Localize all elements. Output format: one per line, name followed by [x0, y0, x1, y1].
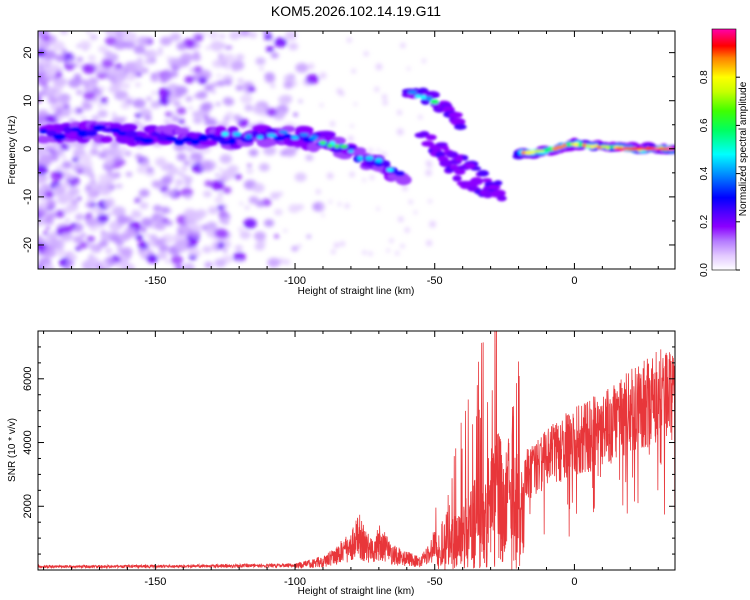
colorbar-tick-label: 0.6 [699, 118, 710, 132]
chart-title: KOM5.2026.102.14.19.G11 [271, 3, 441, 19]
y-tick-label: 4000 [22, 430, 34, 454]
colorbar-gradient [712, 29, 736, 270]
spectrogram-frame [37, 30, 676, 270]
colorbar-tick-label: 0.8 [699, 70, 710, 84]
colorbar-tick-label: 0.4 [699, 166, 710, 180]
colorbar-label: Normalized spectral amplitude [738, 81, 749, 216]
colorbar-tick-label: 0.0 [699, 263, 710, 277]
x-tick-label: -100 [284, 576, 306, 588]
colorbar: 0.0 0.2 0.4 0.6 0.8 Normalized spectral ampl… [699, 28, 749, 277]
x-tick-label: -50 [427, 275, 443, 287]
y-tick-label: 10 [22, 95, 34, 107]
snr-panel: -150 -100 -50 0 2000 4000 6000 Height of strai… [7, 330, 676, 597]
snr-ylabel: SNR (10 * v/v) [7, 418, 18, 482]
x-tick-label: 0 [571, 576, 577, 588]
y-tick-label: 6000 [22, 367, 34, 391]
colorbar-tick-label: 0.2 [699, 214, 710, 228]
x-tick-label: -150 [144, 275, 166, 287]
y-tick-label: 20 [22, 47, 34, 59]
x-tick-label: -100 [284, 275, 306, 287]
x-tick-label: -50 [427, 576, 443, 588]
x-tick-label: -150 [144, 576, 166, 588]
y-tick-label: 0 [22, 146, 34, 152]
y-tick-label: 2000 [22, 494, 34, 518]
spectrogram-heatmap [38, 31, 675, 269]
spectrogram-xlabel: Height of straight line (km) [298, 286, 415, 297]
y-tick-label: -20 [22, 237, 34, 253]
snr-ticks: -150 -100 -50 0 2000 4000 6000 [22, 330, 675, 588]
snr-frame [37, 330, 676, 571]
colorbar-ticks: 0.0 0.2 0.4 0.6 0.8 [699, 28, 740, 277]
spectrogram-ylabel: Frequency (Hz) [7, 116, 18, 185]
x-tick-label: 0 [571, 275, 577, 287]
snr-xlabel: Height of straight line (km) [298, 586, 415, 597]
snr-series-line [38, 331, 675, 570]
y-tick-label: -10 [22, 189, 34, 205]
